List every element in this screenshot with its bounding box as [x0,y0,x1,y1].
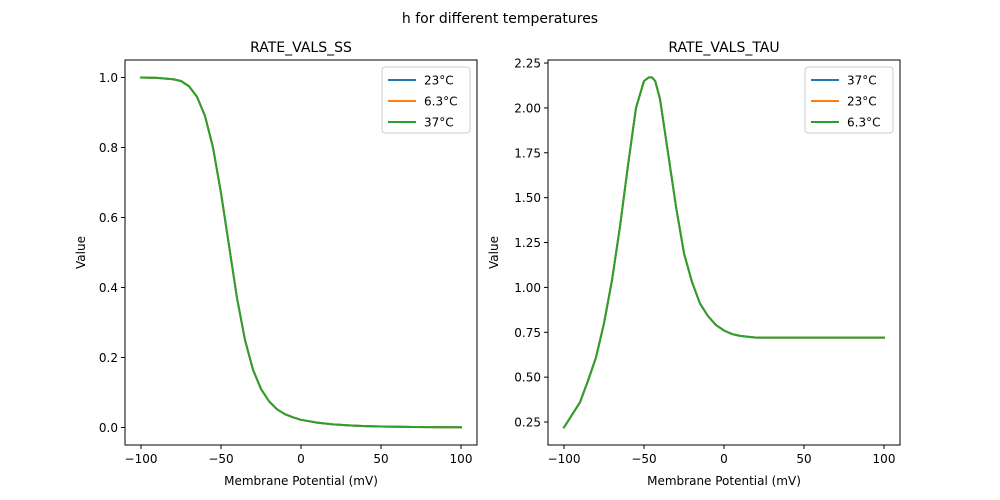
y-tick-label: 0.0 [99,421,118,435]
x-tick-label: 50 [796,452,811,466]
x-tick-label: 50 [373,452,388,466]
y-tick-label: 2.25 [514,57,541,71]
y-tick-label: 0.6 [99,211,118,225]
y-axis-label: Value [74,236,88,269]
subplot-rate-vals-ss: RATE_VALS_SS −100 −50 0 50 100 0.0 0.2 0.4 0.6 0.8… [74,40,478,488]
legend: 23°C 6.3°C 37°C [381,66,471,134]
x-tick-label: 100 [450,452,473,466]
legend-box [804,66,894,134]
x-tick-label: −50 [208,452,233,466]
y-axis-label: Value [487,236,501,269]
x-tick-label: 0 [720,452,728,466]
legend-label: 37°C [424,116,454,130]
series-line-37CC [139,76,463,429]
legend-label: 37°C [847,74,877,88]
y-tick-label: 1.50 [514,191,541,205]
x-tick-label: 0 [297,452,305,466]
x-tick-label: −100 [548,452,581,466]
y-tick-label: 0.4 [99,281,118,295]
legend-label: 6.3°C [847,116,880,130]
y-tick-label: 2.00 [514,101,541,115]
subplot-title: RATE_VALS_SS [250,40,352,56]
legend: 37°C 23°C 6.3°C [804,66,894,134]
series-group [562,76,885,429]
subplot-title: RATE_VALS_TAU [668,40,779,56]
y-tick-label: 0.8 [99,141,118,155]
figure-suptitle: h for different temperatures [402,11,598,27]
y-tick-label: 1.00 [514,281,541,295]
y-tick-label: 1.0 [99,71,118,85]
y-tick-label: 0.50 [514,371,541,385]
y-tick-label: 0.75 [514,326,541,340]
legend-box [381,66,471,134]
legend-label: 23°C [424,74,454,88]
legend-label: 6.3°C [424,95,457,109]
y-tick-label: 1.75 [514,146,541,160]
legend-label: 23°C [847,95,877,109]
x-tick-label: −100 [125,452,158,466]
y-tick-label: 1.25 [514,236,541,250]
x-axis-label: Membrane Potential (mV) [647,474,801,488]
subplot-rate-vals-tau: RATE_VALS_TAU −100 −50 0 50 100 0.25 0.50 0.75 1.… [487,40,901,488]
series-line-6-3CC [562,76,885,429]
x-tick-label: 100 [873,452,896,466]
series-group [139,76,463,429]
x-tick-label: −50 [631,452,656,466]
y-tick-label: 0.2 [99,351,118,365]
y-tick-label: 0.25 [514,416,541,430]
x-axis-label: Membrane Potential (mV) [224,474,378,488]
